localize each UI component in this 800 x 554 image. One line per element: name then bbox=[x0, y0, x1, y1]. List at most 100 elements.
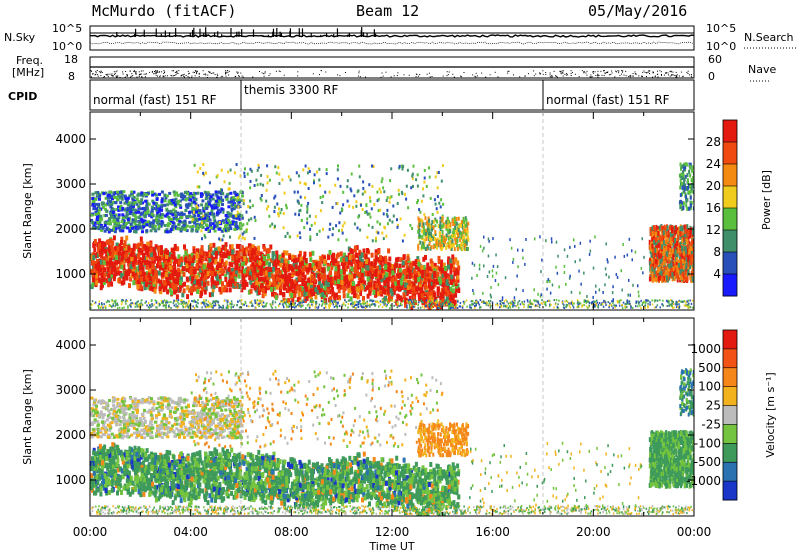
nave-dot bbox=[625, 70, 627, 72]
echo-cell bbox=[418, 279, 422, 284]
echo-cell bbox=[158, 286, 162, 292]
echo-cell bbox=[99, 214, 103, 218]
echo-cell bbox=[126, 207, 130, 210]
echo-cell bbox=[391, 220, 394, 224]
echo-cell bbox=[323, 295, 327, 301]
echo-cell bbox=[387, 222, 389, 226]
echo-cell bbox=[130, 190, 134, 194]
echo-cell bbox=[218, 266, 222, 272]
nave-dot bbox=[607, 72, 608, 73]
echo-cell bbox=[193, 286, 197, 292]
echo-cell bbox=[672, 242, 675, 248]
echo-cell bbox=[193, 197, 196, 201]
echo-cell bbox=[339, 251, 343, 257]
nave-dot bbox=[345, 72, 346, 73]
echo-cell bbox=[387, 248, 391, 254]
echo-cell bbox=[126, 196, 130, 200]
echo-cell bbox=[352, 205, 355, 209]
echo-cell bbox=[329, 295, 333, 301]
echo-cell bbox=[417, 229, 420, 234]
nave-dot bbox=[161, 71, 163, 73]
echo-cell bbox=[225, 287, 229, 293]
echo-cell bbox=[447, 228, 450, 233]
echo-cell bbox=[204, 256, 208, 262]
echo-cell bbox=[461, 225, 464, 230]
echo-cell bbox=[265, 199, 268, 203]
echo-cell bbox=[205, 251, 209, 257]
echo-cell bbox=[149, 242, 153, 248]
echo-cell bbox=[334, 275, 338, 281]
nave-dot bbox=[415, 76, 417, 78]
nave-dot bbox=[95, 70, 97, 72]
nave-dot bbox=[605, 71, 607, 73]
echo-cell bbox=[243, 282, 247, 287]
echo-cell bbox=[303, 182, 306, 185]
echo-cell bbox=[313, 181, 315, 185]
echo-cell bbox=[260, 173, 263, 177]
echo-cell bbox=[209, 195, 213, 199]
echo-cell bbox=[204, 204, 208, 208]
nave-dot bbox=[359, 76, 361, 78]
echo-cell bbox=[405, 274, 409, 279]
echo-cell bbox=[351, 289, 355, 295]
nave-dot bbox=[460, 76, 462, 78]
echo-cell bbox=[185, 263, 189, 269]
echo-cell bbox=[176, 286, 180, 292]
echo-cell bbox=[451, 243, 454, 248]
echo-cell bbox=[173, 193, 177, 197]
echo-cell bbox=[114, 227, 118, 231]
echo-cell bbox=[212, 215, 216, 219]
echo-cell bbox=[336, 177, 339, 181]
echo-cell bbox=[290, 284, 294, 289]
echo-cell bbox=[165, 253, 169, 259]
echo-cell bbox=[449, 286, 453, 292]
echo-cell bbox=[219, 253, 223, 259]
echo-cell bbox=[109, 205, 113, 209]
echo-cell bbox=[401, 282, 405, 288]
echo-cell bbox=[238, 244, 242, 249]
echo-cell bbox=[439, 224, 441, 229]
echo-cell bbox=[367, 282, 371, 288]
echo-cell bbox=[298, 250, 302, 256]
echo-cell bbox=[350, 266, 354, 272]
echo-cell bbox=[416, 256, 420, 262]
echo-cell bbox=[227, 205, 231, 209]
echo-cell bbox=[449, 226, 452, 231]
echo-cell bbox=[226, 212, 230, 216]
echo-cell bbox=[195, 229, 199, 233]
nave-dot bbox=[198, 72, 200, 74]
echo-cell bbox=[235, 163, 238, 166]
echo-cell bbox=[318, 167, 321, 171]
echo-cell bbox=[366, 285, 369, 291]
echo-cell bbox=[127, 201, 131, 205]
echo-cell bbox=[233, 227, 237, 231]
echo-cell bbox=[186, 285, 190, 291]
echo-cell bbox=[249, 167, 252, 171]
echo-cell bbox=[249, 246, 253, 252]
echo-cell bbox=[107, 230, 111, 234]
nave-dot bbox=[680, 71, 682, 73]
nave-dot bbox=[94, 74, 96, 76]
echo-cell bbox=[183, 244, 186, 250]
echo-cell bbox=[182, 221, 186, 225]
echo-cell bbox=[373, 203, 376, 206]
echo-cell bbox=[271, 251, 275, 257]
echo-cell bbox=[423, 274, 427, 280]
echo-cell bbox=[360, 281, 364, 287]
echo-cell bbox=[288, 235, 291, 239]
echo-cell bbox=[312, 259, 316, 265]
echo-cell bbox=[366, 276, 370, 282]
echo-cell bbox=[213, 203, 217, 207]
echo-cell bbox=[160, 250, 163, 256]
echo-cell bbox=[274, 265, 278, 271]
echo-cell bbox=[238, 217, 242, 221]
nave-dot bbox=[669, 70, 671, 72]
echo-cell bbox=[297, 265, 301, 271]
echo-cell bbox=[212, 242, 216, 248]
echo-cell bbox=[119, 190, 123, 194]
echo-cell bbox=[228, 221, 232, 224]
echo-cell bbox=[306, 282, 310, 288]
nave-dot bbox=[533, 70, 535, 72]
nave-dot bbox=[95, 73, 97, 75]
echo-cell bbox=[263, 291, 267, 297]
